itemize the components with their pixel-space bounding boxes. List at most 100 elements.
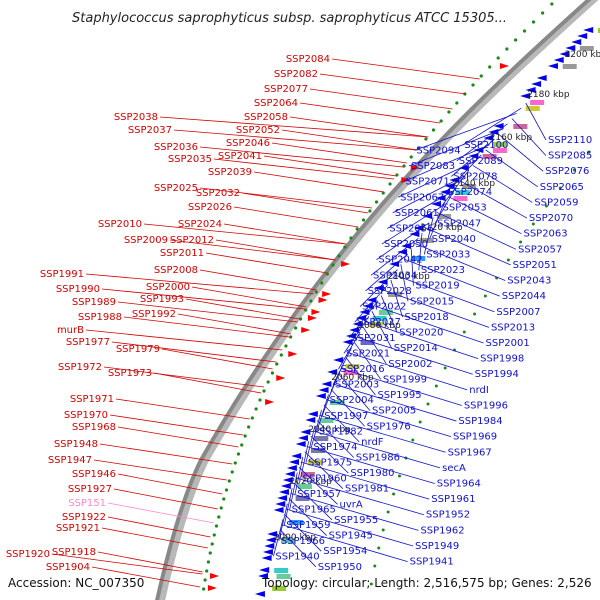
gene-label-right: SSP1981 (345, 484, 389, 495)
reverse-gene-arrow (282, 477, 293, 483)
gene-label-right: SSP2056 (389, 223, 433, 234)
gene-label-right: SSP1998 (480, 354, 524, 365)
gc-dot (258, 398, 262, 402)
tick-label: 2160 kbp (490, 133, 533, 143)
gene-label-right: SSP2013 (491, 322, 535, 333)
leader-line (281, 524, 408, 562)
reverse-gene-arrow (261, 555, 272, 561)
gc-dot (331, 263, 335, 267)
reverse-gene-arrow (565, 45, 576, 51)
gene-label-right: SSP1964 (437, 479, 481, 490)
feature-block (272, 586, 287, 591)
gc-dot (275, 362, 279, 366)
gc-dot (473, 312, 477, 316)
feature-block (300, 472, 315, 477)
leader-line (310, 409, 322, 448)
leader-line (290, 492, 419, 531)
reverse-gene-arrow (284, 471, 295, 477)
backbone-ring-shadow (157, 0, 599, 600)
leader-line (326, 399, 452, 438)
gene-label-left: SSP1918 (52, 547, 96, 558)
feature-block (455, 190, 470, 195)
gene-label-right: SSP2015 (410, 296, 454, 307)
gc-dot (236, 452, 241, 456)
gene-label-right: SSP2001 (486, 338, 530, 349)
gene-label-right: SSP2110 (548, 135, 592, 146)
leader-line (319, 414, 446, 453)
genome-ring (155, 0, 599, 600)
reverse-gene-arrow (321, 381, 332, 387)
gene-label-right: SSP2051 (513, 260, 557, 271)
leader-line (283, 488, 293, 526)
gc-dot (455, 101, 459, 105)
gc-dot (424, 137, 428, 141)
gene-label-right: SSP2003 (335, 380, 379, 391)
gc-dot (572, 168, 576, 172)
gene-label-right: SSP2059 (534, 197, 578, 208)
leader-line (205, 252, 328, 274)
leader-line (357, 336, 473, 375)
gene-label-right: SSP2034 (373, 270, 417, 281)
gc-dot (212, 533, 216, 537)
feature-block (343, 370, 358, 375)
leader-line (123, 316, 290, 338)
reverse-gene-arrow (468, 153, 479, 159)
gene-label-left: SSP1990 (56, 284, 100, 295)
gene-label-left: SSP1927 (68, 484, 112, 495)
gc-dot (361, 218, 366, 222)
gc-dot (488, 65, 492, 69)
leader-line (323, 404, 360, 443)
leader-line (403, 144, 490, 183)
gene-label-left: SSP1946 (72, 469, 116, 480)
feature-block (482, 154, 497, 159)
leader-line (312, 430, 441, 469)
gene-label-right: uvrA (339, 499, 362, 510)
tick-label: 2180 kbp (527, 90, 570, 100)
leader-line (359, 269, 398, 307)
gene-label-right: SSP2053 (443, 203, 487, 214)
leader-line (213, 158, 395, 180)
reverse-gene-arrow (377, 279, 388, 285)
leader-line (338, 373, 371, 411)
reverse-gene-arrow (536, 75, 547, 81)
reverse-gene-arrow (409, 231, 420, 237)
forward-gene-arrow (311, 309, 321, 315)
gc-dotted-track (202, 2, 591, 591)
gene-label-left: SSP2082 (274, 69, 318, 80)
gc-dot (240, 443, 244, 447)
leader-line (263, 155, 397, 177)
leader-line (330, 388, 365, 427)
feature-block (310, 448, 325, 453)
gene-label-left: SSP1991 (40, 269, 84, 280)
gene-label-right: SSP2005 (372, 406, 416, 417)
feature-block (295, 496, 310, 501)
reverse-gene-arrow (300, 429, 311, 435)
leader-line (461, 107, 522, 146)
feature-block (274, 568, 289, 573)
gene-label-right: SSP1952 (426, 510, 470, 521)
gc-dot (309, 299, 313, 303)
leader-line (253, 171, 385, 193)
leader-line (418, 233, 423, 271)
gc-dot (233, 461, 237, 465)
leader-line (91, 566, 201, 588)
leader-line (414, 113, 517, 151)
leader-line (404, 258, 500, 297)
forward-gene-arrow (288, 351, 298, 357)
feature-block (530, 100, 545, 105)
leader-line (371, 311, 393, 349)
gene-label-right: SSP1980 (350, 468, 394, 479)
leader-line (425, 227, 511, 266)
gc-dot (279, 353, 283, 357)
leader-line (384, 289, 490, 328)
reverse-gene-arrow (288, 459, 299, 465)
gene-label-left: SSP1993 (140, 294, 184, 305)
gene-label-left: SSP1968 (72, 422, 116, 433)
gene-label-left: SSP2025 (154, 183, 198, 194)
gc-dot (210, 542, 214, 546)
gene-label-right: SSP1967 (448, 447, 492, 458)
leader-line (279, 529, 317, 568)
feature-block (276, 574, 291, 579)
reverse-gene-arrow (547, 63, 558, 69)
gc-dot (203, 578, 207, 582)
